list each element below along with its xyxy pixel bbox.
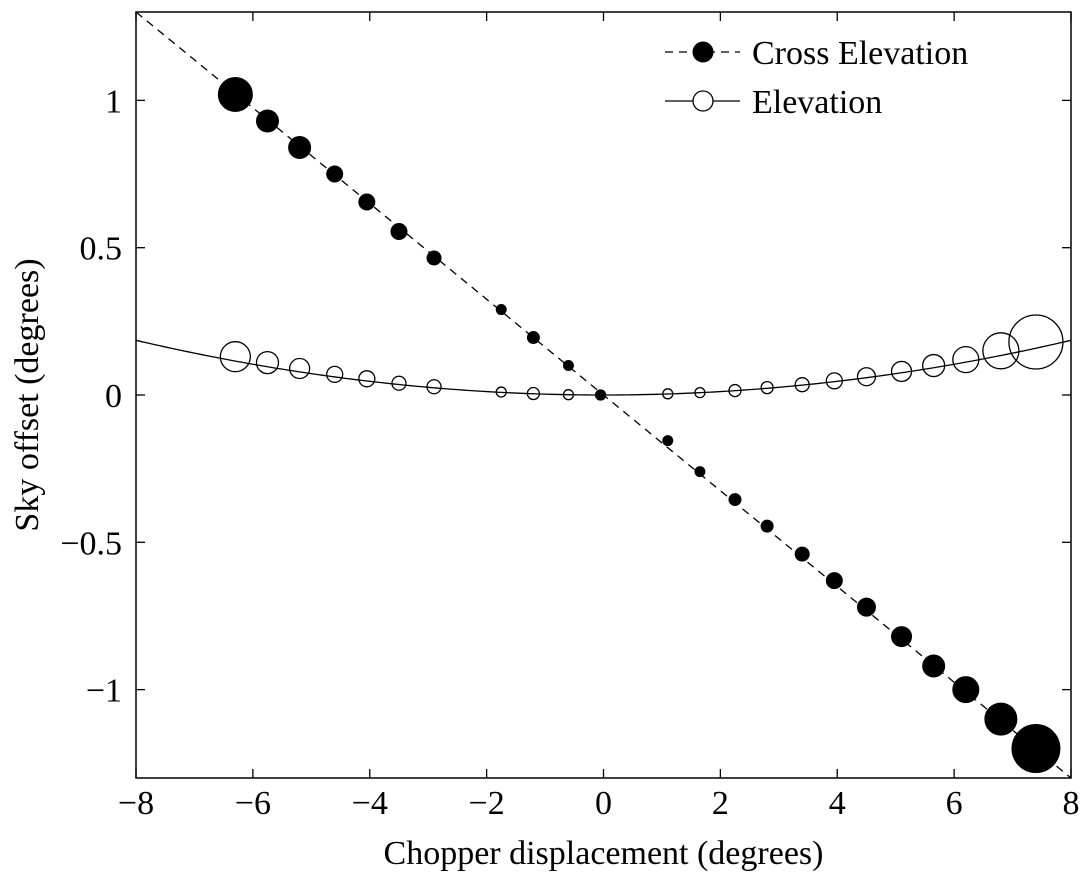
y-tick-label: −1 <box>86 673 122 710</box>
elevation-point <box>694 386 706 399</box>
elevation-point <box>760 380 774 395</box>
legend-elevation-label: Elevation <box>752 84 882 121</box>
x-tick-label: −2 <box>469 785 505 822</box>
y-axis-label: Sky offset (degrees) <box>9 258 46 531</box>
cross-elevation-point <box>856 597 876 617</box>
cross-elevation-point <box>526 331 540 345</box>
elevation-point <box>728 383 742 398</box>
cross-elevation-point <box>662 435 674 447</box>
x-tick-label: −4 <box>352 785 388 822</box>
elevation-point <box>952 345 980 374</box>
elevation-point <box>825 372 843 390</box>
x-tick-label: 6 <box>946 785 963 822</box>
y-tick-label: −0.5 <box>60 525 122 562</box>
cross-elevation-point <box>1011 724 1061 774</box>
legend-cross-elevation-label: Cross Elevation <box>752 35 968 72</box>
cross-elevation-point <box>760 519 774 533</box>
cross-elevation-point <box>891 626 913 648</box>
legend-elevation-marker <box>692 90 714 112</box>
x-tick-label: 0 <box>595 785 612 822</box>
cross-elevation-point <box>562 360 574 372</box>
elevation-point <box>794 377 810 393</box>
elevation-point <box>526 386 541 401</box>
cross-elevation-point <box>426 250 442 266</box>
elevation-point <box>495 386 507 398</box>
legend: Cross Elevation Elevation <box>665 35 968 121</box>
cross-elevation-point <box>825 572 843 590</box>
elevation-point <box>662 388 674 400</box>
cross-elevation-point <box>694 466 706 478</box>
x-tick-label: −8 <box>118 785 154 822</box>
cross-elevation-point <box>595 389 607 401</box>
series-layer <box>136 12 1071 778</box>
elevation-point <box>358 370 376 388</box>
elevation-point <box>219 341 251 373</box>
x-axis-label: Chopper displacement (degrees) <box>384 835 824 872</box>
elevation-point <box>255 350 280 375</box>
legend-cross-elevation-marker <box>692 41 714 63</box>
elevation-point <box>426 379 442 395</box>
y-tick-label: 1 <box>105 83 122 120</box>
cross-elevation-point <box>984 702 1018 736</box>
cross-elevation-point <box>922 654 946 678</box>
elevation-point <box>326 365 344 384</box>
elevation-point <box>1008 314 1064 370</box>
y-tick-label: 0.5 <box>80 231 123 268</box>
cross-elevation-point <box>728 493 742 507</box>
cross-elevation-point <box>358 193 376 211</box>
elevation-point <box>982 332 1020 370</box>
elevation-point <box>391 375 407 391</box>
cross-elevation-point <box>495 304 507 316</box>
elevation-point <box>288 357 311 380</box>
elevation-point <box>562 389 575 401</box>
elevation-point <box>890 360 913 383</box>
x-tick-label: 4 <box>829 785 846 822</box>
x-tick-label: 8 <box>1063 785 1080 822</box>
tick-labels: −8 −6 −4 −2 0 2 4 6 8 −1 −0.5 0 0.5 1 <box>60 83 1079 822</box>
cross-elevation-point <box>794 546 810 562</box>
ticks-layer <box>135 12 1072 778</box>
cross-elevation-point <box>952 676 980 704</box>
elevation-point <box>922 353 946 378</box>
cross-elevation-point <box>255 109 279 133</box>
elevation-fit-curve <box>136 339 1071 396</box>
x-tick-label: 2 <box>712 785 729 822</box>
cross-elevation-point <box>217 76 253 112</box>
cross-elevation-point <box>288 136 312 160</box>
cross-elevation-point <box>326 165 344 183</box>
cross-elevation-point <box>390 222 408 240</box>
y-tick-label: 0 <box>105 378 122 415</box>
elevation-point <box>856 367 877 387</box>
x-tick-label: −6 <box>235 785 271 822</box>
